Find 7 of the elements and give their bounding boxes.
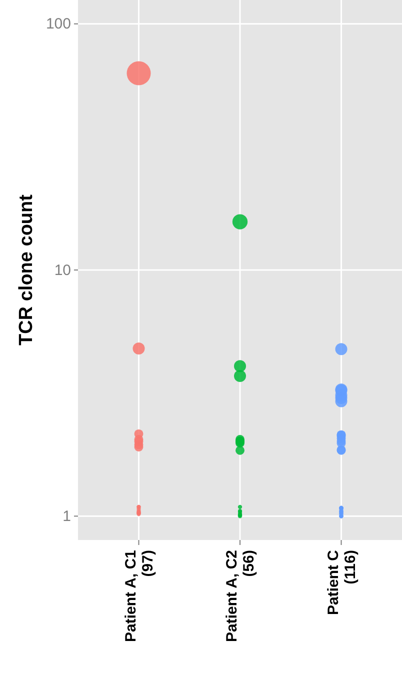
y-tick-label: 1 <box>62 508 71 525</box>
y-tick-label: 10 <box>54 262 71 279</box>
y-tick-label: 100 <box>46 16 71 33</box>
x-tick-label: Patient C (116) <box>324 550 359 616</box>
x-tick-label: Patient A, C1 (97) <box>122 550 156 642</box>
y-axis-title: TCR clone count <box>16 194 37 346</box>
x-tick-label: Patient A, C2 (56) <box>224 550 258 642</box>
